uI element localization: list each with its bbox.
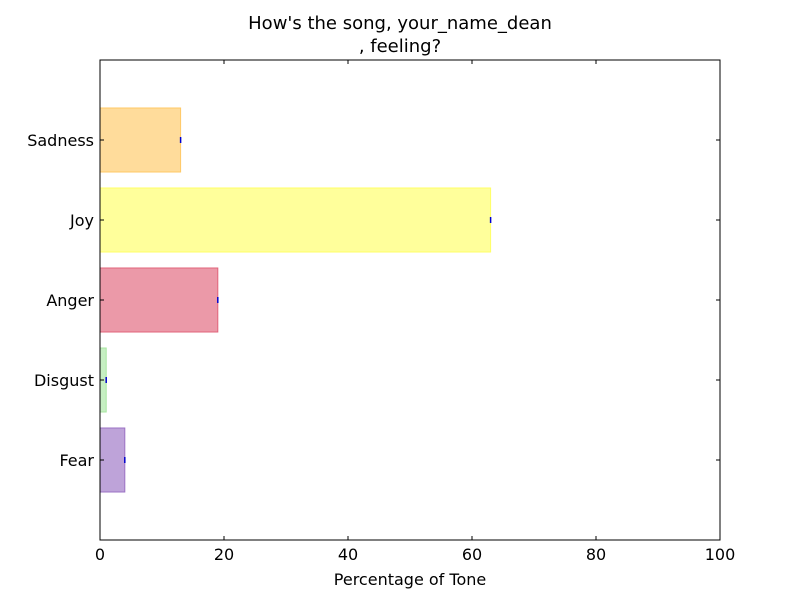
axes-frame (99, 59, 721, 541)
y-tick-label-sadness: Sadness (27, 131, 94, 150)
x-axis-label: Percentage of Tone (334, 570, 486, 589)
x-tick-label: 40 (338, 545, 358, 564)
x-tick-label: 80 (586, 545, 606, 564)
chart-title-line-2: , feeling? (358, 36, 442, 57)
y-tick-label-joy: Joy (69, 211, 94, 230)
bar-sadness (99, 107, 182, 173)
y-tick-label-anger: Anger (46, 291, 94, 310)
y-tick-label-disgust: Disgust (34, 371, 94, 390)
x-tick-label: 20 (214, 545, 234, 564)
bar-joy (99, 187, 492, 253)
x-tick-label: 60 (462, 545, 482, 564)
y-tick-label-fear: Fear (59, 451, 94, 470)
bar-anger (99, 267, 219, 333)
chart-title-line-1: How's the song, your_name_dean (248, 13, 552, 34)
x-tick-label: 0 (95, 545, 105, 564)
x-tick-label: 100 (705, 545, 736, 564)
bar-fear (99, 427, 126, 493)
